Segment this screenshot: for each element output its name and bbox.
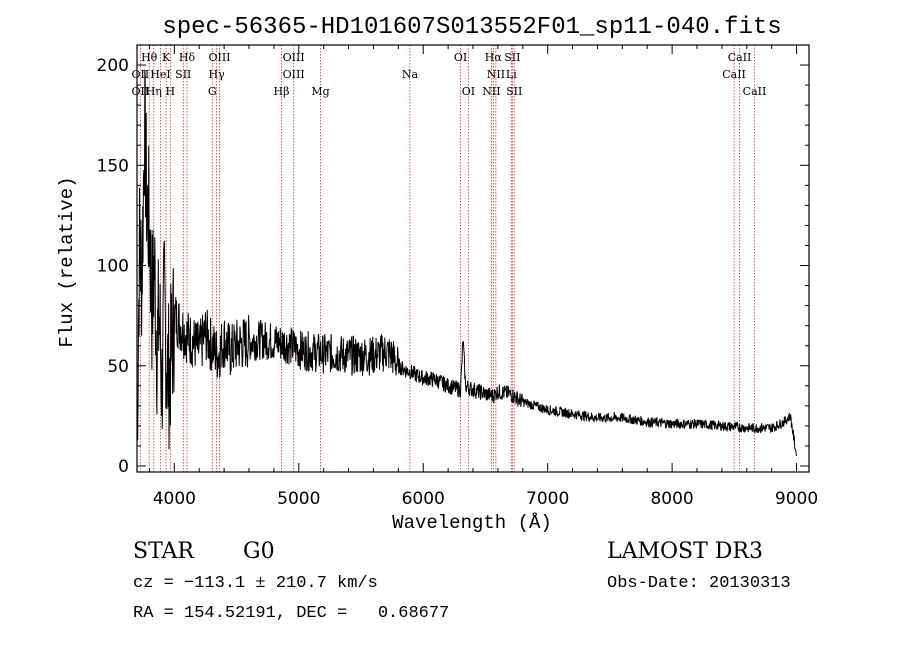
- chart-title: spec-56365-HD101607S013552F01_sp11-040.f…: [162, 14, 781, 41]
- plot-frame: [136, 44, 810, 473]
- line-marker-label: OIII: [208, 51, 230, 64]
- emission-line-markers: [139, 45, 755, 472]
- y-tick-label: 0: [118, 457, 129, 477]
- observation-date: Obs-Date: 20130313: [607, 574, 791, 593]
- line-marker-label: Hγ: [209, 68, 226, 81]
- coordinates: RA = 154.52191, DEC = 0.68677: [133, 604, 450, 623]
- line-marker-label: OI: [462, 85, 475, 98]
- line-marker-label: Mg: [311, 85, 329, 98]
- line-marker-label: CaII: [743, 85, 767, 98]
- y-tick-label: 100: [97, 257, 129, 277]
- x-axis-label: Wavelength (Å): [392, 512, 552, 534]
- line-marker-label: SII: [504, 51, 520, 64]
- line-marker-label: Hδ: [179, 51, 196, 64]
- line-marker-label: OI: [454, 51, 467, 64]
- x-tick-label: 8000: [650, 489, 693, 509]
- line-marker-label: NII: [482, 85, 500, 98]
- line-marker-label: SII: [506, 85, 522, 98]
- line-marker-label: G: [208, 85, 217, 98]
- line-marker-label: HeI: [150, 68, 170, 81]
- line-marker-label: Hβ: [274, 85, 290, 98]
- survey-name: LAMOST DR3: [607, 539, 763, 564]
- line-marker-label: NII: [487, 68, 505, 81]
- x-tick-label: 9000: [775, 489, 818, 509]
- line-marker-label: H: [166, 85, 176, 98]
- line-marker-label: CaII: [728, 51, 752, 64]
- y-axis: 0 50 100 150 200: [97, 56, 809, 477]
- x-axis: 4000 5000 6000 7000 8000 9000: [148, 45, 818, 509]
- x-tick-label: 6000: [402, 489, 445, 509]
- y-axis-label: Flux (relative): [56, 176, 78, 347]
- line-marker-label: OIII: [283, 51, 305, 64]
- line-marker-label: Na: [402, 68, 419, 81]
- x-tick-label: 7000: [526, 489, 569, 509]
- redshift-cz: cz = −113.1 ± 210.7 km/s: [133, 574, 378, 593]
- y-tick-label: 150: [97, 156, 129, 176]
- line-marker-label: Hα: [485, 51, 503, 64]
- flux-series-line: [136, 69, 798, 457]
- line-marker-label: Hθ: [141, 51, 158, 64]
- line-marker-label: Li: [506, 68, 517, 81]
- line-marker-label: SII: [175, 68, 191, 81]
- x-tick-label: 5000: [277, 489, 320, 509]
- y-tick-label: 200: [97, 56, 129, 76]
- y-tick-label: 50: [107, 357, 129, 377]
- line-marker-label: OIII: [283, 68, 305, 81]
- x-tick-label: 4000: [153, 489, 196, 509]
- line-marker-label: OII: [132, 85, 150, 98]
- line-marker-label: OII: [132, 68, 150, 81]
- object-class: STAR: [133, 539, 194, 564]
- line-marker-label: CaII: [722, 68, 746, 81]
- object-subclass: G0: [243, 539, 275, 564]
- line-marker-label: K: [162, 51, 171, 64]
- line-marker-label: Hη: [146, 85, 162, 98]
